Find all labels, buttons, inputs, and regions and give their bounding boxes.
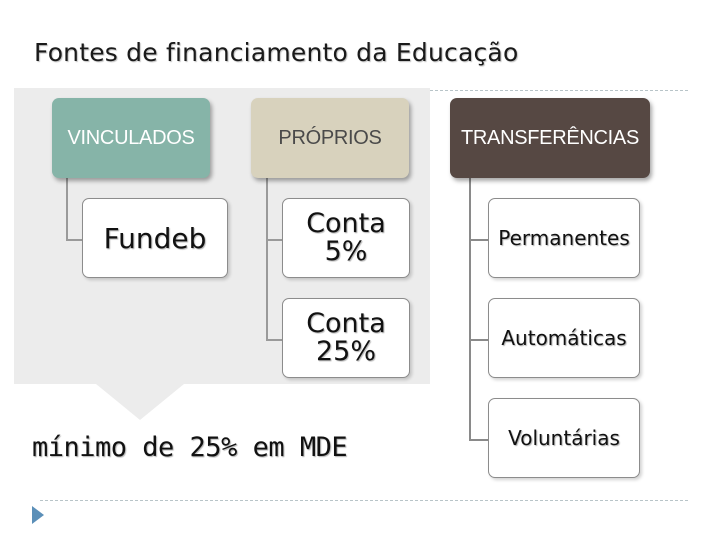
box-voluntarias: Voluntárias xyxy=(488,398,640,478)
header-transferencias: TRANSFERÊNCIAS xyxy=(450,98,650,178)
bottom-divider xyxy=(40,500,688,501)
box-permanentes: Permanentes xyxy=(488,198,640,278)
triangle-right-icon xyxy=(32,506,44,524)
box-conta-5: Conta 5% xyxy=(282,198,410,278)
connector-transferencias-voluntarias xyxy=(469,178,490,441)
top-divider xyxy=(430,90,688,91)
connector-vinculados-fundeb xyxy=(66,178,84,241)
slide-title: Fontes de financiamento da Educação xyxy=(34,38,519,67)
callout-pointer xyxy=(96,384,184,420)
box-fundeb: Fundeb xyxy=(82,198,228,278)
callout-text: mínimo de 25% em MDE xyxy=(32,432,348,463)
header-proprios: PRÓPRIOS xyxy=(251,98,409,178)
connector-proprios-conta25 xyxy=(266,178,284,341)
box-conta-25: Conta 25% xyxy=(282,298,410,378)
box-automaticas: Automáticas xyxy=(488,298,640,378)
header-vinculados: VINCULADOS xyxy=(52,98,210,178)
